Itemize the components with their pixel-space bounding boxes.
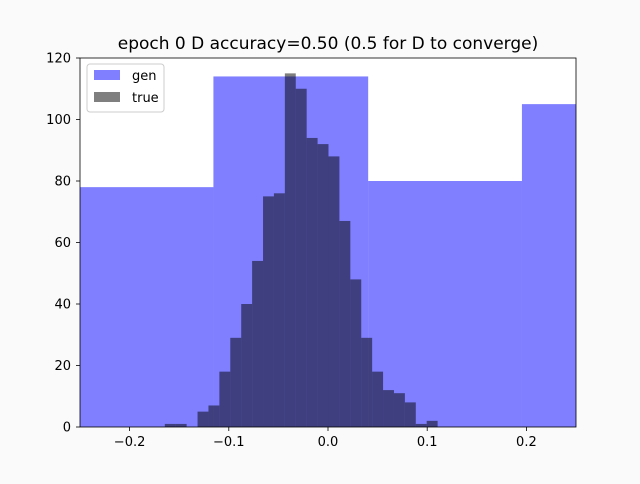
bar-true-11	[295, 88, 307, 427]
bar-true-13	[317, 144, 329, 427]
bar-true-3	[208, 405, 220, 427]
bar-gen-0	[80, 187, 214, 427]
y-tick-label: 0	[63, 421, 71, 436]
chart-title: epoch 0 D accuracy=0.50 (0.5 for D to co…	[118, 34, 539, 54]
series-true	[164, 73, 438, 427]
bars-layer	[80, 73, 576, 427]
bar-true-6	[241, 304, 253, 427]
y-tick-label: 80	[54, 175, 71, 190]
bar-gen-3	[521, 104, 576, 427]
legend-swatch-gen	[94, 70, 120, 80]
bar-true-5	[230, 337, 242, 427]
bar-true-12	[306, 137, 318, 427]
x-tick-label: 0.0	[318, 435, 339, 450]
x-tick-label: −0.1	[213, 435, 245, 450]
bar-true-10	[284, 73, 296, 427]
legend-label-true: true	[132, 91, 159, 106]
bar-true-1	[175, 423, 187, 427]
y-tick-label: 100	[46, 113, 71, 128]
bar-true-0	[164, 423, 176, 427]
axes-layer: −0.2 −0.1 0.0 0.1 0.2 0 20 40 60 80 100 120	[46, 52, 577, 450]
x-tick-label: 0.1	[417, 435, 438, 450]
bar-true-16	[350, 279, 362, 427]
bar-true-8	[263, 196, 274, 427]
x-tick-label: 0.2	[516, 435, 537, 450]
y-tick-label: 20	[54, 359, 71, 374]
legend: gen true	[86, 63, 165, 113]
bar-true-7	[252, 260, 264, 427]
bar-true-22	[415, 423, 427, 427]
bar-true-23	[426, 420, 438, 427]
legend-label-gen: gen	[132, 69, 157, 84]
bar-true-14	[328, 156, 340, 427]
bar-true-2	[197, 411, 209, 427]
bar-true-15	[339, 220, 351, 427]
y-tick-label: 120	[46, 52, 71, 67]
bar-true-9	[273, 193, 285, 427]
bar-true-18	[372, 371, 384, 427]
bar-true-4	[219, 371, 231, 427]
bar-true-20	[393, 393, 405, 427]
y-tick-label: 40	[54, 298, 71, 313]
x-tick-label: −0.2	[114, 435, 146, 450]
bar-true-17	[361, 337, 373, 427]
bar-true-21	[404, 402, 416, 427]
legend-swatch-true	[94, 92, 120, 102]
bar-true-19	[383, 390, 394, 427]
y-tick-label: 60	[54, 236, 71, 251]
bar-gen-2	[368, 181, 522, 427]
